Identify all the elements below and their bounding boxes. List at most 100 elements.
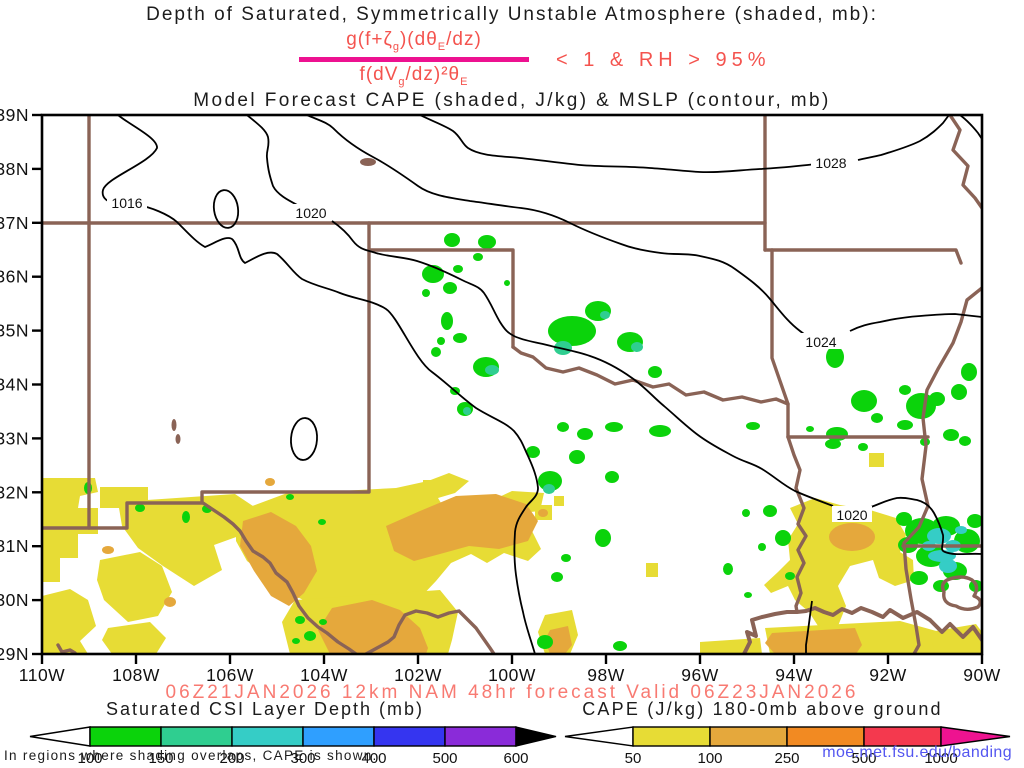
csi-patch-green [871,413,883,423]
cape-patch-yellow [42,478,98,508]
mslp-contour-1028 [419,115,950,174]
csi-patch-green [437,337,445,345]
lat-label: 37N [0,213,29,233]
cape-patch-yellow [97,552,172,622]
csi-patch-green [473,253,483,261]
lakes [171,158,376,444]
cape-patch-gold [545,626,572,654]
border-ok-ar [770,248,790,439]
lon-label: 110W [19,665,65,685]
river-rio-grande [201,501,358,654]
cape-colorbar-tick-label: 50 [625,750,642,767]
lat-label: 34N [0,375,29,395]
csi-patch-green [569,450,585,464]
contour-label: 1020 [295,205,326,221]
csi-patch-green [561,554,571,562]
lake-pontchartrain [940,575,982,611]
cape-colorbar-title: CAPE (J/kg) 180-0mb above ground [582,699,943,719]
cape-colorbar-below-range-cap [564,726,634,747]
csi-patch-green [444,233,460,247]
subtitle: Model Forecast CAPE (shaded, J/kg) & MSL… [193,90,831,111]
csi-patch-green [548,316,596,346]
formula-numerator: g(f+ζg)(dθE/dz) [346,29,482,53]
cape-colorbar: 50 100 250 500 1000 [564,726,1011,767]
lon-label: 92W [869,665,906,685]
river-red [511,345,790,406]
csi-patch-cyan [955,526,967,534]
gulf-coastline [742,606,982,654]
cape-patch-yellow [646,563,658,577]
csi-shading [84,233,982,651]
csi-patch-green [286,494,294,500]
csi-colorbar-segment [373,726,446,747]
csi-patch-green [943,429,959,441]
csi-patch-green [304,631,316,641]
csi-patch-green [758,543,766,551]
mslp-closed-contour-2 [290,417,318,461]
csi-colorbar-tick-label: 600 [503,750,528,767]
csi-patch-teal [463,407,471,415]
mslp-closed-contour-1 [212,189,240,229]
river-mississippi-upper [948,115,982,210]
river-mississippi [902,286,982,654]
contour-label: 1024 [805,334,836,350]
csi-patch-green [551,572,563,582]
lat-label: 35N [0,321,29,341]
lake-co [360,158,376,166]
cape-patch-gold [829,523,875,551]
csi-patch-green [929,392,945,406]
csi-patch-green [318,519,326,525]
csi-colorbar: 100 150 200 300 400 500 600 [29,726,557,767]
csi-patch-green [825,439,841,449]
csi-patch-green [967,514,982,528]
formula-condition: < 1 & RH > 95% [556,49,771,71]
csi-patch-cyan [939,559,957,573]
csi-patch-green [826,346,844,368]
cape-patch-gold [318,600,428,654]
lat-label: 31N [0,536,29,556]
csi-colorbar-below-range-cap [29,726,91,747]
csi-patch-green [951,384,967,400]
lon-label: 90W [963,665,1000,685]
lon-label: 100W [488,665,536,685]
formula-fraction-bar [299,57,529,62]
csi-patch-cyan [927,528,951,544]
csi-patch-teal [600,311,610,319]
page-title: Depth of Saturated, Symmetrically Unstab… [146,4,878,25]
csi-patch-cyan [928,550,956,562]
csi-patch-green [763,505,777,517]
csi-patch-green [961,363,977,381]
contour-labels: 1016 1020 1028 1024 1020 [107,154,872,523]
csi-patch-green [897,420,913,430]
csi-patch-green [431,347,441,357]
csi-patch-green [723,563,733,575]
lon-label: 104W [300,665,348,685]
csi-patch-green [577,428,593,440]
csi-patch-green [182,511,190,523]
cape-patch-yellow [102,622,166,654]
mslp-contour-corner [959,115,982,140]
lon-label: 108W [112,665,160,685]
contour-label: 1016 [111,195,142,211]
csi-patch-green [595,529,611,547]
csi-patch-green [478,235,496,249]
csi-patch-green [806,426,814,432]
lon-label: 98W [587,665,624,685]
csi-patch-green [826,427,848,441]
lon-label: 94W [775,665,812,685]
website-link[interactable]: moe.met.fsu.edu/banding [822,744,1012,761]
lat-label: 29N [0,644,29,664]
csi-patch-green [538,471,562,491]
lon-label: 102W [394,665,442,685]
contour-label: 1020 [836,507,867,523]
border-tx-la-sabine [786,435,808,614]
cape-patch-gold [538,509,548,517]
csi-colorbar-tick-label: 300 [290,750,315,767]
csi-patch-teal [543,484,555,494]
cape-patch-gold [386,494,538,561]
csi-colorbar-tick-label: 400 [361,750,386,767]
csi-patch-teal [485,365,499,375]
csi-patch-green [605,471,619,483]
csi-patch-green [613,641,627,651]
